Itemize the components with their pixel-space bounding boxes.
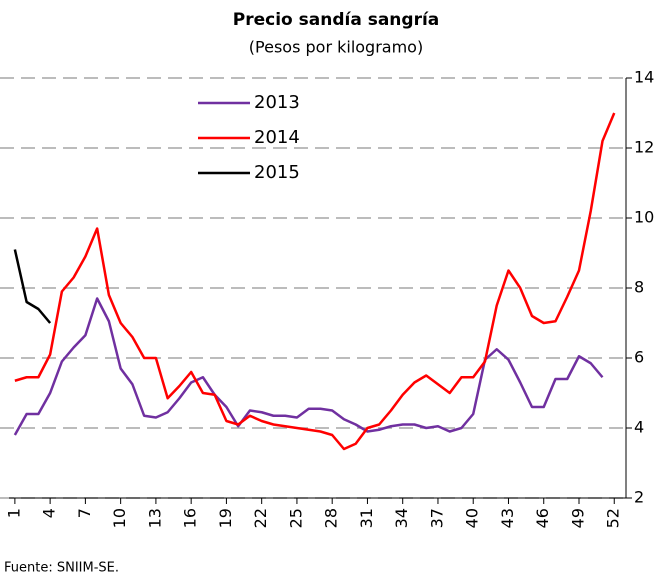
chart-title: Precio sandía sangría — [233, 10, 440, 30]
x-tick-label: 19 — [216, 508, 235, 528]
x-tick-label: 37 — [427, 508, 446, 528]
x-tick-label: 46 — [533, 508, 552, 528]
x-tick-label: 43 — [498, 508, 517, 528]
x-tick-label: 4 — [40, 508, 59, 518]
series-line — [13, 249, 52, 324]
x-tick-label: 40 — [463, 508, 482, 528]
y-tick-label: 8 — [634, 278, 644, 297]
x-tick-label: 31 — [357, 508, 376, 528]
x-tick-label: 28 — [322, 508, 341, 528]
x-tick-label: 13 — [145, 508, 164, 528]
legend-label: 2013 — [254, 92, 300, 113]
y-tick-label: 14 — [634, 68, 654, 87]
x-tick-label: 16 — [181, 508, 200, 528]
x-tick-label: 22 — [251, 508, 270, 528]
x-tick-label: 7 — [75, 508, 94, 518]
chart-subtitle: (Pesos por kilogramo) — [249, 38, 423, 57]
x-tick-label: 34 — [392, 508, 411, 528]
y-tick-label: 4 — [634, 418, 644, 437]
y-tick-label: 12 — [634, 138, 654, 157]
series-line — [13, 297, 604, 436]
y-tick-label: 2 — [634, 488, 644, 507]
x-tick-label: 1 — [4, 508, 23, 518]
x-tick-label: 10 — [110, 508, 129, 528]
legend-label: 2014 — [254, 127, 300, 148]
legend-label: 2015 — [254, 162, 300, 183]
source-note: Fuente: SNIIM-SE. — [4, 561, 119, 576]
y-tick-label: 10 — [634, 208, 654, 227]
y-tick-label: 6 — [634, 348, 644, 367]
x-tick-label: 25 — [286, 508, 305, 528]
x-tick-label: 52 — [604, 508, 623, 528]
series-line — [14, 112, 616, 451]
x-tick-label: 49 — [568, 508, 587, 528]
